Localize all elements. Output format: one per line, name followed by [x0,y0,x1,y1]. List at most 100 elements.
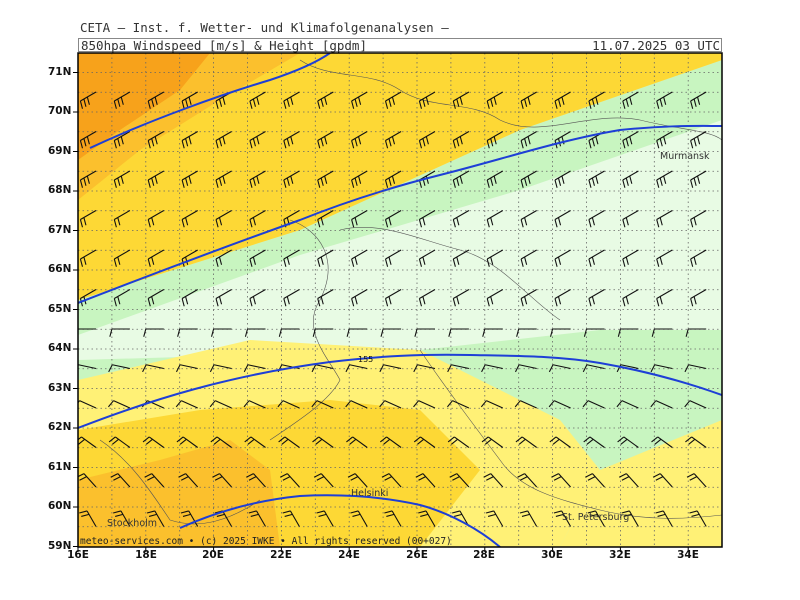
wind-barb-shaft [419,170,436,181]
wind-barb-shaft [114,131,131,141]
city-label-stockholm: Stockholm [107,518,158,529]
wind-barb-feather [659,177,663,186]
contour-south [179,494,501,547]
wind-barb-feather [557,296,562,305]
wind-barb-shaft [248,400,266,409]
wind-barb-shaft [86,510,97,527]
wind-barb-shaft [181,91,198,102]
wind-barb-feather [656,298,660,307]
wind-barb-feather [490,256,494,265]
wind-barb-feather [456,217,460,226]
wind-barb-shaft [688,364,707,370]
wind-barb-feather [188,136,192,145]
coastlines [99,59,722,525]
wind-barb-shaft [80,289,97,299]
wind-barb-feather [629,96,633,105]
wind-barb-shaft [385,249,402,260]
wind-barb-feather [86,96,90,105]
wind-barb-feather [391,136,396,145]
wind-barb-feather [625,217,629,226]
wind-barb-shaft [80,210,97,220]
wind-barb-feather [317,140,321,149]
wind-barb-feather [520,140,524,149]
wind-barb-shaft [215,210,232,220]
wind-barb-feather [277,400,284,408]
wind-barb-feather [248,476,257,481]
wind-barb-feather [142,364,147,373]
wind-barb-feather [380,328,384,337]
wind-barb-feather [554,100,558,109]
wind-barb-feather [345,400,352,408]
wind-barb-feather [252,217,256,226]
contour-north [89,53,331,149]
wind-barb-feather [591,296,595,305]
wind-barb-feather [689,476,698,481]
wind-barb-feather [185,138,189,147]
header-box [78,38,722,52]
wind-barb-feather [79,476,87,481]
wind-barb-feather [384,140,389,149]
wind-barb-feather [413,364,418,373]
wind-barb-shaft [520,289,537,299]
wind-barb-shaft [113,400,131,409]
wind-barb-feather [107,400,114,408]
wind-barb-feather [448,328,452,337]
wind-barb-feather [283,179,287,188]
wind-barb-feather [551,473,559,478]
wind-barb-feather [418,219,423,228]
wind-barb-feather [418,100,423,109]
band-orange-dark-north [78,53,210,160]
wind-barb-feather [249,140,253,149]
wind-barb-shaft [621,400,639,409]
wind-barb-feather [113,100,117,109]
wind-barb-feather [519,476,528,481]
wind-barb-feather [317,100,321,109]
wind-barb-feather [418,510,427,514]
wind-barb-feather [345,364,351,373]
wind-barb-feather [146,510,155,514]
wind-barb-shaft [586,364,605,370]
wind-barb-feather [447,436,455,443]
wind-barb-shaft [215,131,232,141]
wind-barb-shaft [317,131,334,141]
wind-barb-shaft [453,131,470,141]
wind-barb-feather [454,513,463,517]
wind-barb-feather [358,136,362,145]
wind-barb-feather [625,256,629,265]
city-label-helsinki: Helsinki [351,488,389,499]
wind-barb-feather [697,136,701,145]
wind-barb-feather [622,258,626,267]
wind-barb-shaft [146,364,164,370]
wind-barb-shaft [588,289,605,299]
wind-barb-feather [354,98,358,107]
wind-barb-shaft [114,249,131,260]
wind-barb-feather [625,296,629,305]
wind-barb-shaft [622,249,639,260]
wind-barb-feather [656,179,660,188]
wind-barb-feather [244,328,249,337]
wind-barb-shaft [151,473,165,488]
wind-barb-feather [621,510,630,514]
lat-label-64n: 64N [48,342,72,354]
wind-barb-feather [481,436,489,443]
wind-barb-feather [381,473,390,478]
wind-barb-feather [514,400,521,408]
wind-barb-shaft [486,91,504,102]
band-green-pale [78,120,722,360]
wind-barb-feather [181,298,185,307]
wind-barb-feather [587,476,596,481]
wind-barb-shaft [354,473,368,488]
wind-barb-feather [452,510,461,514]
wind-barb-feather [384,219,389,228]
wind-barb-feather [663,175,667,184]
wind-barb-feather [215,258,219,267]
wind-barb-feather [215,298,219,307]
wind-barb-feather [147,476,155,481]
wind-barb-shaft [283,131,300,141]
wind-barb-feather [663,136,667,145]
header-field-description: 850hpa_Windspeed_[m/s]_&_Height_[gpdm] [81,38,367,53]
wind-barb-feather [284,513,293,517]
lon-label-32e: 32E [609,549,631,561]
wind-barb-feather [520,100,524,109]
wind-barb-feather [697,96,701,105]
